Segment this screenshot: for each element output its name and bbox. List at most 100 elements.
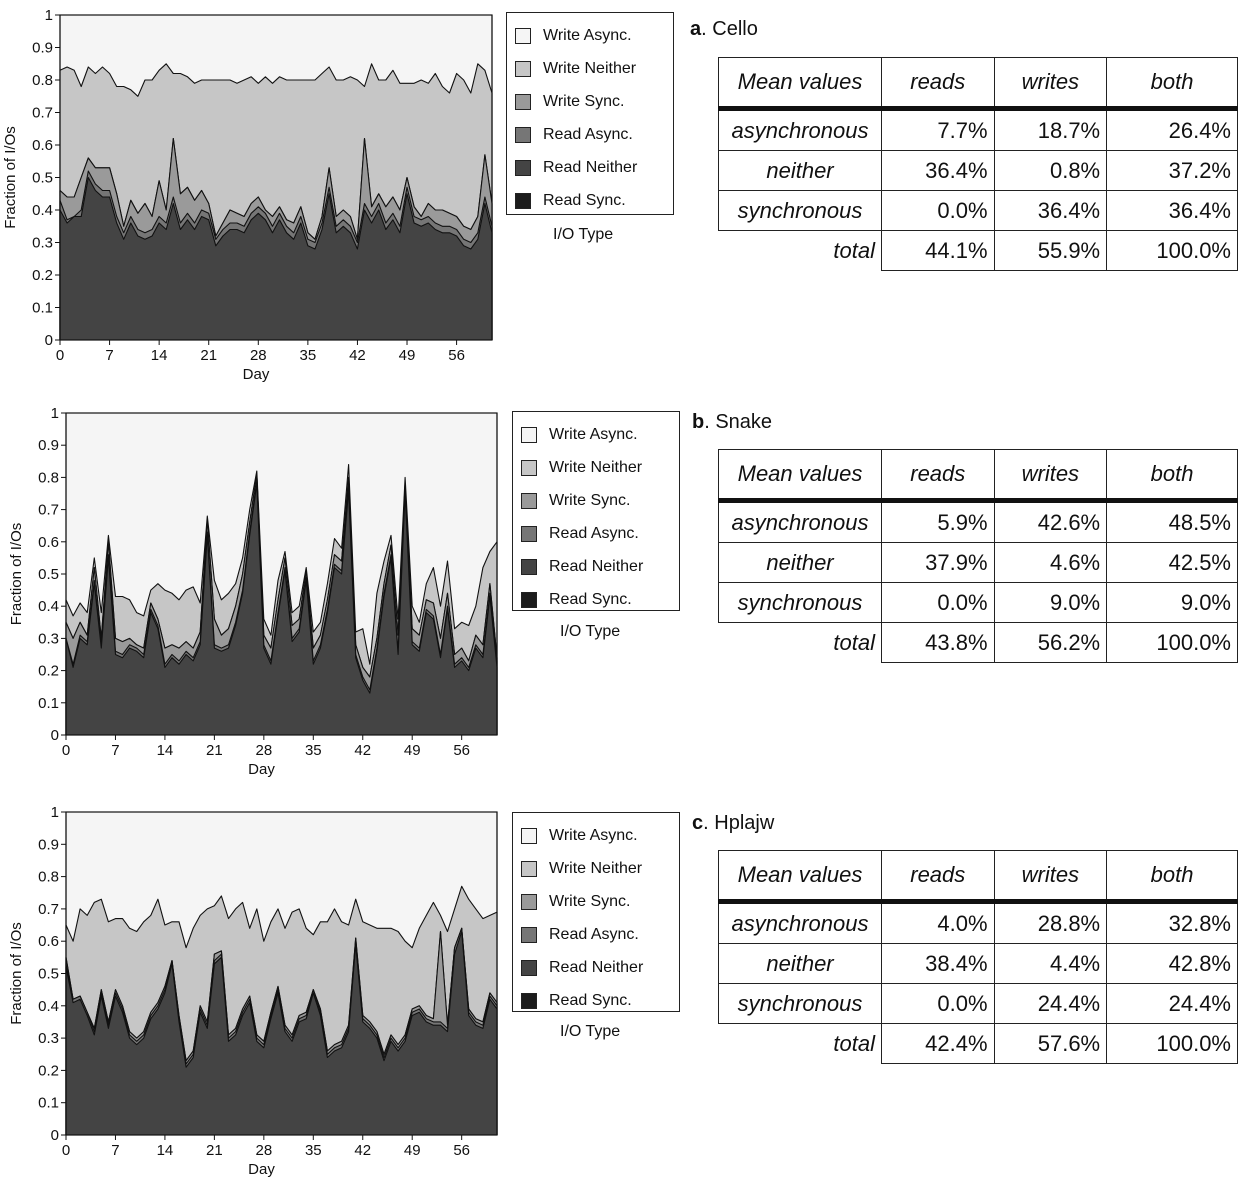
x-tick-label: 35 <box>305 1142 322 1159</box>
table-cell: 36.4% <box>993 190 1108 231</box>
legend-item: Write Async. <box>515 19 665 52</box>
panel-name: Snake <box>715 411 773 433</box>
y-tick-label: 0.6 <box>32 137 53 154</box>
legend-swatch <box>521 492 537 509</box>
y-tick-label: 0.3 <box>32 235 53 252</box>
legend-item: Write Neither <box>521 451 671 484</box>
y-tick-label: 0.6 <box>38 933 59 950</box>
y-tick-label: 0.7 <box>32 105 53 122</box>
table-cell: 55.9% <box>993 230 1108 271</box>
table-row: synchronous 0.0% 9.0% 9.0% <box>718 582 1238 623</box>
x-tick-label: 0 <box>62 1142 70 1159</box>
y-tick-label: 0.2 <box>38 663 59 680</box>
legend-swatch <box>521 426 537 443</box>
table-cell: 24.4% <box>1106 983 1238 1024</box>
legend: Write Async. Write Neither Write Sync. Read… <box>512 411 680 611</box>
y-tick-label: 0.3 <box>38 1030 59 1047</box>
x-tick-label: 21 <box>206 1142 223 1159</box>
row-label: synchronous <box>718 190 882 231</box>
legend-item: Read Neither <box>521 550 671 583</box>
x-tick-label: 56 <box>448 347 465 364</box>
row-label: asynchronous <box>718 901 882 944</box>
x-axis-label: Day <box>248 1161 275 1178</box>
chart-snake: 0 0.1 0.2 0.3 0.4 0.5 0.6 0.7 0.8 0.9 1 0 7 14 21 28 35 4… <box>8 405 498 778</box>
legend-swatch <box>521 893 537 910</box>
x-tick-label: 14 <box>157 1142 174 1159</box>
x-tick-label: 28 <box>255 1142 272 1159</box>
y-tick-label: 0.4 <box>38 998 59 1015</box>
y-tick-label: 0.7 <box>38 502 59 519</box>
row-label: neither <box>718 542 882 583</box>
legend-swatch <box>521 992 537 1009</box>
table-row: asynchronous 5.9% 42.6% 48.5% <box>718 500 1238 543</box>
column-header: reads <box>881 57 995 111</box>
legend: Write Async. Write Neither Write Sync. Read… <box>512 812 680 1012</box>
table-row: neither 36.4% 0.8% 37.2% <box>718 150 1238 191</box>
x-tick-label: 35 <box>300 347 317 364</box>
column-header: reads <box>881 449 995 503</box>
table-cell: 42.4% <box>881 1023 995 1064</box>
table-row: neither 37.9% 4.6% 42.5% <box>718 542 1238 583</box>
row-label: total <box>833 237 875 263</box>
table-cell: 36.4% <box>881 150 995 191</box>
table-cell: 100.0% <box>1106 230 1238 271</box>
row-label: total <box>833 629 875 655</box>
y-tick-label: 0.1 <box>32 300 53 317</box>
table-header-row: Mean values reads writes both <box>718 850 1238 904</box>
legend-label: Read Neither <box>543 158 638 176</box>
legend-swatch <box>521 525 537 542</box>
x-tick-label: 14 <box>157 742 174 759</box>
legend-swatch <box>515 159 531 176</box>
x-tick-label: 42 <box>354 1142 371 1159</box>
legend-item: Write Neither <box>521 852 671 885</box>
legend-item: Read Neither <box>521 951 671 984</box>
table-cell: 0.0% <box>881 983 995 1024</box>
y-tick-label: 0.3 <box>38 630 59 647</box>
table-cell: 5.9% <box>881 500 995 543</box>
legend-title: I/O Type <box>560 623 621 640</box>
legend-swatch <box>521 926 537 943</box>
legend-swatch <box>515 27 531 44</box>
x-tick-label: 28 <box>250 347 267 364</box>
column-header: reads <box>881 850 995 904</box>
column-header: writes <box>993 850 1108 904</box>
panel-name: Hplajw <box>714 812 775 834</box>
table-header-row: Mean values reads writes both <box>718 57 1238 111</box>
table-cell: 7.7% <box>881 108 995 151</box>
row-label: asynchronous <box>718 108 882 151</box>
panel-snake: 0 0.1 0.2 0.3 0.4 0.5 0.6 0.7 0.8 0.9 1 0 7 14 21 28 35 4… <box>0 395 1240 790</box>
column-header: writes <box>993 57 1108 111</box>
table-cell: 42.6% <box>993 500 1108 543</box>
mean-values-table: Mean values reads writes both asynchronous 7.… <box>718 57 1238 271</box>
table-cell: 4.0% <box>881 901 995 944</box>
panel-caption: c. Hplajw <box>692 812 775 834</box>
table-cell: 42.5% <box>1106 542 1238 583</box>
column-header: Mean values <box>718 850 882 904</box>
legend-item: Read Neither <box>515 151 665 184</box>
column-header: both <box>1106 449 1238 503</box>
legend-label: Write Async. <box>549 425 638 443</box>
column-header: Mean values <box>718 57 882 111</box>
legend-label: Write Sync. <box>543 92 625 110</box>
y-tick-label: 0.4 <box>32 202 53 219</box>
x-tick-label: 0 <box>62 742 70 759</box>
table-row: synchronous 0.0% 36.4% 36.4% <box>718 190 1238 231</box>
legend-item: Write Sync. <box>521 885 671 918</box>
x-axis-label: Day <box>248 761 275 778</box>
legend-label: Read Async. <box>543 125 633 143</box>
y-tick-label: 0.7 <box>38 901 59 918</box>
legend-item: Write Async. <box>521 418 671 451</box>
x-tick-label: 21 <box>200 347 217 364</box>
column-header: Mean values <box>718 449 882 503</box>
x-tick-label: 28 <box>255 742 272 759</box>
y-tick-label: 0.5 <box>38 966 59 983</box>
x-tick-label: 35 <box>305 742 322 759</box>
x-tick-label: 49 <box>399 347 416 364</box>
legend-swatch <box>515 93 531 110</box>
legend-item: Read Sync. <box>521 984 671 1017</box>
column-header: both <box>1106 57 1238 111</box>
x-tick-label: 42 <box>349 347 366 364</box>
area-series <box>65 930 498 1136</box>
legend-title: I/O Type <box>553 226 614 243</box>
legend-swatch <box>521 459 537 476</box>
